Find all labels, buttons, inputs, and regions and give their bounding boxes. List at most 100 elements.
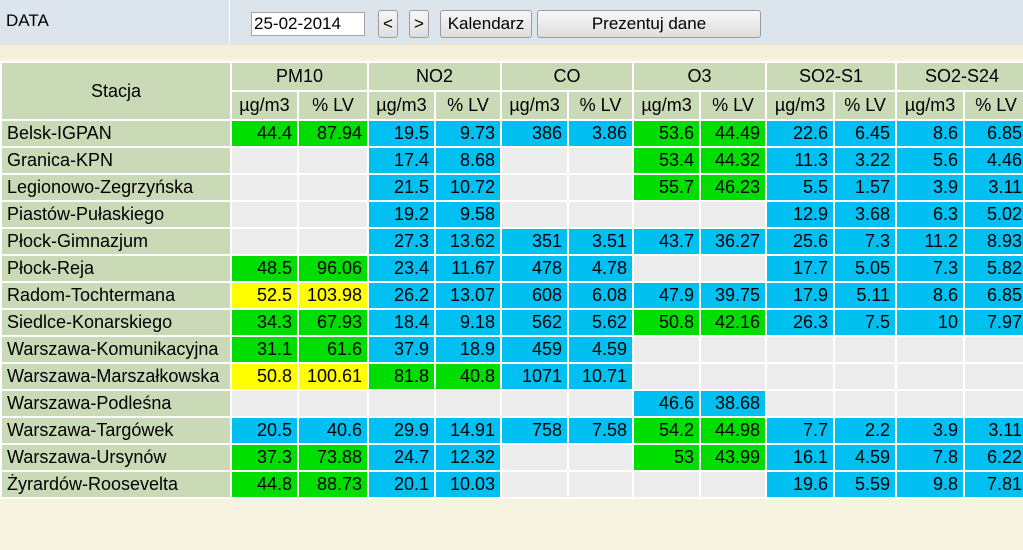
measurement-cell: 44.8 xyxy=(230,470,299,499)
measurement-cell: 26.3 xyxy=(765,308,836,337)
measurement-cell: 53.4 xyxy=(632,146,702,175)
measurement-cell: 47.9 xyxy=(632,281,702,310)
measurement-cell: 5.11 xyxy=(833,281,898,310)
measurement-cell: 44.49 xyxy=(699,119,768,148)
next-day-button[interactable]: > xyxy=(409,10,429,38)
measurement-cell xyxy=(433,389,503,418)
measurement-cell: 7.97 xyxy=(963,308,1023,337)
pollutant-header: CO xyxy=(500,61,635,92)
measurement-cell xyxy=(567,389,635,418)
measurement-cell: 29.9 xyxy=(367,416,436,445)
previous-day-button[interactable]: < xyxy=(378,10,398,38)
measurement-cell xyxy=(833,389,898,418)
measurement-cell: 19.6 xyxy=(765,470,836,499)
table-row: Warszawa-Ursynów 37.3 73.88 24.7 12.32 53 43.9… xyxy=(0,443,1023,472)
measurement-cell: 10 xyxy=(895,308,966,337)
measurement-cell: 4.59 xyxy=(567,335,635,364)
measurement-cell: 5.5 xyxy=(765,173,836,202)
calendar-button[interactable]: Kalendarz xyxy=(440,10,532,38)
measurement-cell: 7.8 xyxy=(895,443,966,472)
table-row: Żyrardów-Roosevelta 44.8 88.73 20.1 10.03 19.… xyxy=(0,470,1023,499)
measurement-cell xyxy=(230,200,299,229)
table-row: Piastów-Pułaskiego 19.2 9.58 12.9 3.68 6.3 5.0… xyxy=(0,200,1023,229)
measurement-cell: 11.3 xyxy=(765,146,836,175)
measurement-cell: 100.61 xyxy=(297,362,369,391)
measurement-cell: 6.08 xyxy=(567,281,635,310)
station-name: Płock-Gimnazjum xyxy=(0,227,232,256)
measurement-cell: 18.9 xyxy=(433,335,503,364)
measurement-cell xyxy=(699,200,768,229)
measurement-cell: 4.59 xyxy=(833,443,898,472)
unit-header: µg/m3 xyxy=(230,90,299,121)
measurement-cell: 17.4 xyxy=(367,146,436,175)
station-name: Płock-Reja xyxy=(0,254,232,283)
measurement-cell: 4.78 xyxy=(567,254,635,283)
unit-header: µg/m3 xyxy=(765,90,836,121)
unit-header: % LV xyxy=(297,90,369,121)
measurement-cell: 7.3 xyxy=(895,254,966,283)
measurement-cell: 9.58 xyxy=(433,200,503,229)
measurement-cell: 7.7 xyxy=(765,416,836,445)
station-name: Granica-KPN xyxy=(0,146,232,175)
date-input[interactable] xyxy=(251,12,365,36)
measurement-cell: 55.7 xyxy=(632,173,702,202)
measurement-cell: 14.91 xyxy=(433,416,503,445)
measurement-cell: 61.6 xyxy=(297,335,369,364)
measurement-cell: 43.99 xyxy=(699,443,768,472)
measurement-cell xyxy=(963,335,1023,364)
table-row: Legionowo-Zegrzyńska 21.5 10.72 55.7 46.23 5.… xyxy=(0,173,1023,202)
measurement-cell: 43.7 xyxy=(632,227,702,256)
measurements-table: Stacja PM10 NO2 CO O3 SO2-S1 SO2-S24 µg/… xyxy=(0,61,1023,499)
table-row: Płock-Reja 48.5 96.06 23.4 11.67 478 4.78 17.7 5… xyxy=(0,254,1023,283)
measurement-cell: 5.02 xyxy=(963,200,1023,229)
measurement-cell: 386 xyxy=(500,119,570,148)
table-row: Belsk-IGPAN 44.4 87.94 19.5 9.73 386 3.86 53.6 4… xyxy=(0,119,1023,148)
measurement-cell: 53 xyxy=(632,443,702,472)
pollutant-header: NO2 xyxy=(366,61,503,92)
measurement-cell xyxy=(500,146,570,175)
measurement-cell xyxy=(632,254,702,283)
measurement-cell: 50.8 xyxy=(230,362,299,391)
measurement-cell xyxy=(367,389,436,418)
measurement-cell: 44.32 xyxy=(699,146,768,175)
measurement-cell: 18.4 xyxy=(367,308,436,337)
measurement-cell: 37.9 xyxy=(367,335,436,364)
station-name: Warszawa-Ursynów xyxy=(0,443,232,472)
unit-header: µg/m3 xyxy=(500,90,570,121)
measurement-cell: 34.3 xyxy=(230,308,299,337)
measurement-cell: 12.9 xyxy=(765,200,836,229)
unit-header: % LV xyxy=(833,90,898,121)
unit-header-row: µg/m3 % LV µg/m3 % LV µg/m3 % LV µg/m3 %… xyxy=(1,90,1023,121)
measurement-cell: 21.5 xyxy=(367,173,436,202)
measurement-cell: 10.71 xyxy=(567,362,635,391)
measurement-cell: 46.6 xyxy=(632,389,702,418)
measurement-cell: 3.9 xyxy=(895,173,966,202)
measurement-cell xyxy=(567,173,635,202)
measurement-cell xyxy=(230,173,299,202)
station-name: Warszawa-Podleśna xyxy=(0,389,232,418)
measurement-cell xyxy=(632,470,702,499)
measurement-cell xyxy=(765,389,836,418)
measurement-cell xyxy=(500,470,570,499)
unit-header: % LV xyxy=(433,90,503,121)
measurement-cell xyxy=(963,362,1023,391)
separator-band xyxy=(0,44,1023,58)
measurement-cell: 6.3 xyxy=(895,200,966,229)
measurement-cell: 13.62 xyxy=(433,227,503,256)
measurement-cell: 7.3 xyxy=(833,227,898,256)
measurement-cell xyxy=(833,335,898,364)
measurement-cell: 11.67 xyxy=(433,254,503,283)
measurement-cell: 81.8 xyxy=(367,362,436,391)
measurement-cell: 6.22 xyxy=(963,443,1023,472)
pollutant-header-row: Stacja PM10 NO2 CO O3 SO2-S1 SO2-S24 xyxy=(0,61,1023,121)
measurement-cell: 4.46 xyxy=(963,146,1023,175)
measurement-cell: 9.18 xyxy=(433,308,503,337)
measurement-cell xyxy=(765,335,836,364)
table-row: Płock-Gimnazjum 27.3 13.62 351 3.51 43.7 36.27… xyxy=(0,227,1023,256)
station-name: Żyrardów-Roosevelta xyxy=(0,470,232,499)
present-data-button[interactable]: Prezentuj dane xyxy=(537,10,761,38)
unit-header: % LV xyxy=(963,90,1023,121)
unit-header: µg/m3 xyxy=(895,90,966,121)
measurement-cell xyxy=(699,362,768,391)
measurement-cell xyxy=(895,335,966,364)
